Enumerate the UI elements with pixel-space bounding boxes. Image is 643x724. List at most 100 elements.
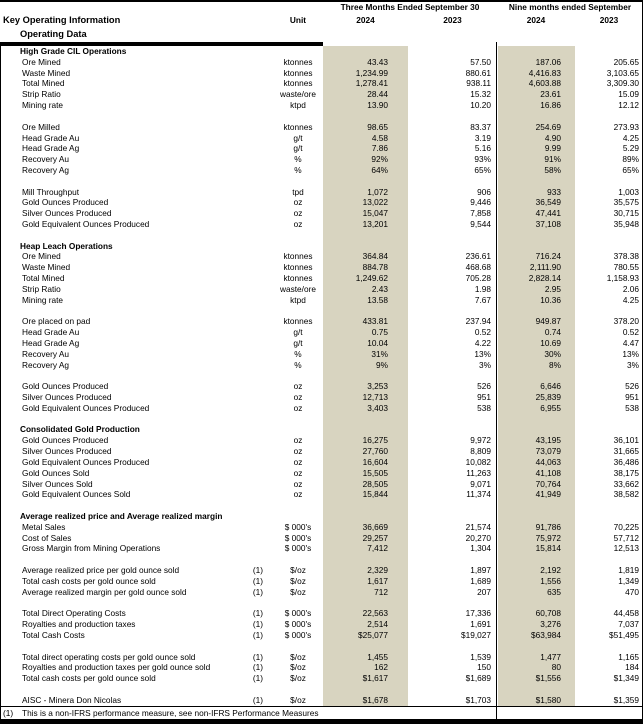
value-9m-2023: 4.47	[622, 337, 639, 348]
value-9m-2024: 0.74	[544, 327, 561, 338]
value-9m-2023: 65%	[622, 164, 639, 175]
row-label: Ore Milled	[22, 121, 60, 132]
value-q3-2023: 538	[477, 402, 491, 413]
value-q3-2024: 2.43	[371, 283, 388, 294]
value-q3-2023: $1,689	[465, 673, 491, 684]
value-q3-2023: 65%	[474, 164, 491, 175]
unit-cell: $ 000's	[284, 543, 312, 554]
footnote-ref: (1)	[252, 619, 264, 630]
unit-cell: ktonnes	[283, 262, 313, 273]
value-9m-2024: 41,949	[535, 489, 561, 500]
unit-cell: oz	[293, 435, 303, 446]
value-9m-2023: 15.09	[618, 89, 639, 100]
column-group-nine-months: Nine months ended September	[508, 2, 632, 12]
row-label: Total Direct Operating Costs	[22, 608, 126, 619]
value-9m-2024: $63,984	[531, 629, 561, 640]
row-label: Gold Ounces Produced	[22, 381, 109, 392]
unit-cell: tpd	[292, 186, 304, 197]
value-9m-2023: 57,712	[613, 532, 639, 543]
table-row: Gold Ounces Produced oz 16,275 9,972 43,195 3…	[0, 435, 643, 446]
value-q3-2024: 2,514	[367, 619, 388, 630]
highlight-column-q3-2024	[323, 46, 408, 706]
value-q3-2023: 11,263	[466, 467, 491, 478]
unit-cell: %	[294, 164, 302, 175]
value-q3-2024: 31%	[371, 348, 388, 359]
row-label: Gold Ounces Produced	[22, 197, 109, 208]
unit-cell: oz	[293, 467, 303, 478]
unit-cell: oz	[293, 446, 303, 457]
row-label: Head Grade Ag	[22, 143, 80, 154]
value-9m-2024: 80	[551, 662, 561, 673]
row-label: Total cash costs per gold ounce sold	[22, 575, 156, 586]
unit-cell: $/oz	[290, 565, 306, 575]
value-q3-2024: 15,844	[362, 489, 388, 500]
row-label: Head Grade Au	[22, 327, 80, 338]
unit-cell: ktpd	[290, 294, 306, 305]
row-label: Total direct operating costs per gold ou…	[22, 651, 196, 662]
value-9m-2024: 30%	[544, 348, 561, 359]
value-9m-2023: 0.52	[622, 327, 639, 338]
value-q3-2024: 13.58	[367, 294, 388, 305]
value-q3-2024: $1,678	[362, 694, 388, 705]
value-q3-2024: 92%	[371, 154, 388, 165]
row-label: Cost of Sales	[22, 532, 72, 543]
value-q3-2023: 93%	[474, 154, 491, 165]
value-q3-2024: 64%	[371, 164, 388, 175]
value-q3-2023: 13%	[474, 348, 491, 359]
table-row: Head Grade Au g/t 0.75 0.52 0.74 0.52	[0, 327, 643, 338]
table-row: Total Cash Costs (1) $ 000's $25,077 $19,027…	[0, 630, 643, 641]
value-9m-2023: 7,037	[618, 619, 639, 630]
value-9m-2024: 4.90	[544, 132, 561, 143]
value-9m-2024: 43,195	[535, 435, 561, 446]
value-q3-2024: 13,201	[362, 219, 388, 229]
row-label: Head Grade Au	[22, 132, 80, 143]
unit-cell: $/oz	[290, 673, 306, 684]
value-9m-2023: 13%	[622, 348, 639, 359]
unit-cell: ktonnes	[283, 316, 313, 327]
top-border	[0, 0, 643, 2]
value-9m-2024: $1,556	[535, 673, 561, 684]
unit-cell: oz	[293, 208, 303, 219]
value-q3-2023: 5.16	[474, 143, 491, 154]
value-q3-2024: 13.90	[367, 100, 388, 111]
row-label: Mining rate	[22, 100, 64, 111]
value-9m-2023: 44,458	[613, 608, 639, 619]
row-label: Strip Ratio	[22, 283, 61, 294]
period-divider-line	[496, 42, 497, 719]
unit-cell: ktonnes	[283, 273, 313, 284]
highlight-column-9m-2024	[498, 46, 575, 706]
value-9m-2024: 2.95	[544, 283, 561, 294]
value-9m-2023: 4.25	[622, 294, 639, 305]
unit-cell: $/oz	[290, 694, 306, 705]
value-q3-2023: 10.20	[470, 100, 491, 111]
value-9m-2024: 933	[547, 186, 561, 197]
value-q3-2023: 906	[477, 186, 491, 197]
value-q3-2024: 4.58	[371, 132, 388, 143]
value-q3-2023: 1,304	[470, 543, 491, 554]
year-header-9m-2023: 2023	[599, 15, 619, 25]
section-header-row: Average realized price and Average reali…	[0, 511, 643, 522]
value-q3-2024: 712	[374, 586, 388, 597]
value-q3-2024: 884.78	[362, 262, 388, 273]
row-label: Gold Equivalent Ounces Sold	[22, 489, 131, 500]
value-9m-2024: 949.87	[535, 316, 561, 327]
value-9m-2023: 205.65	[613, 56, 639, 67]
value-q3-2024: 1,617	[367, 575, 388, 586]
value-q3-2023: 0.52	[474, 327, 491, 338]
spacer-row	[0, 684, 643, 695]
value-9m-2023: 378.20	[613, 316, 639, 327]
spacer-row	[0, 306, 643, 317]
unit-cell: g/t	[293, 143, 303, 154]
row-label: Gold Equivalent Ounces Produced	[22, 456, 150, 467]
row-label: Recovery Ag	[22, 359, 70, 370]
value-q3-2024: 1,234.99	[355, 67, 388, 78]
value-9m-2023: 2.06	[622, 283, 639, 294]
value-9m-2024: 15,814	[535, 543, 561, 554]
table-row: Royalties and production taxes (1) $ 000's…	[0, 619, 643, 630]
value-q3-2024: 15,505	[362, 467, 388, 478]
value-9m-2023: 38,582	[613, 489, 639, 500]
section-title-operating-data: Operating Data	[20, 29, 87, 39]
value-9m-2023: 89%	[622, 154, 639, 165]
value-9m-2023: 1,349	[618, 575, 639, 586]
table-row: Head Grade Ag g/t 10.04 4.22 10.69 4.47	[0, 338, 643, 349]
